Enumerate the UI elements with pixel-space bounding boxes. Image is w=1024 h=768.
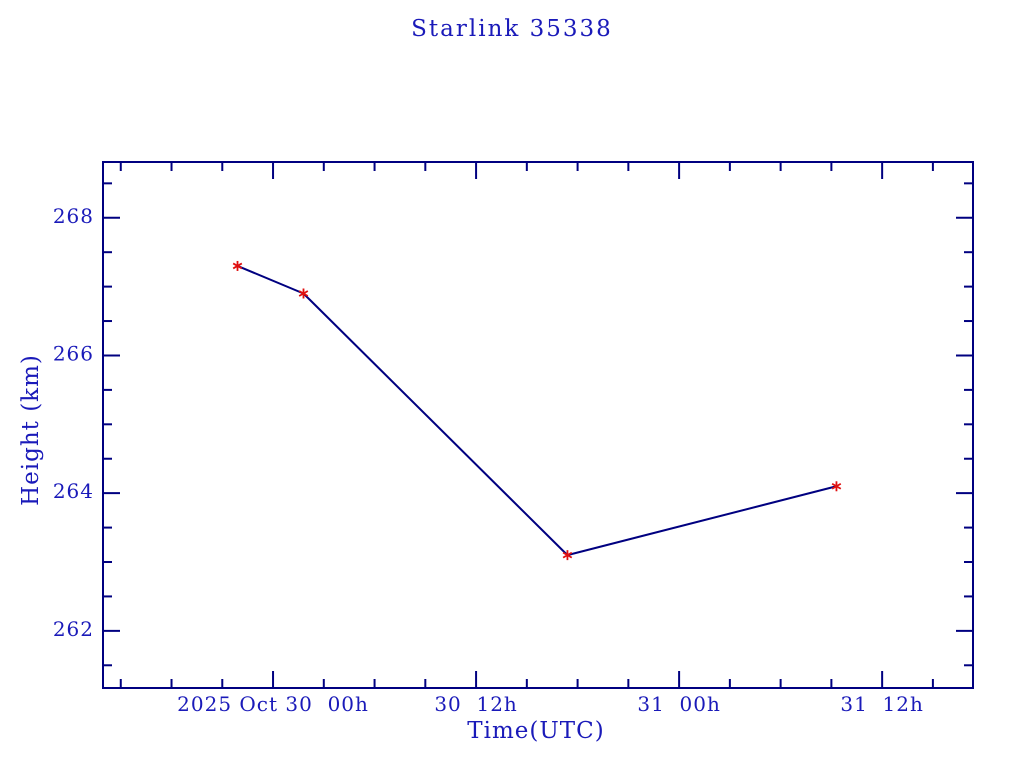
x-tick-label: 30 12h xyxy=(434,692,518,716)
y-tick-label: 264 xyxy=(53,479,94,503)
x-tick-label: 31 00h xyxy=(637,692,721,716)
y-tick-label: 266 xyxy=(53,341,94,365)
marker-stroke xyxy=(831,482,842,490)
chart-title: Starlink 35338 xyxy=(411,16,613,42)
data-point-marker xyxy=(232,260,243,271)
data-point-marker xyxy=(298,288,309,299)
marker-stroke xyxy=(232,262,243,270)
y-tick-label: 262 xyxy=(53,617,94,641)
marker-stroke xyxy=(298,290,309,297)
data-line xyxy=(237,265,837,557)
y-tick-label: 268 xyxy=(53,204,94,228)
x-tick-label: 2025 Oct 30 00h xyxy=(177,692,369,716)
x-tick-label: 31 12h xyxy=(840,692,924,716)
plot-frame xyxy=(102,161,974,689)
data-point-marker xyxy=(562,550,573,561)
data-point-marker xyxy=(831,481,842,492)
x-axis-title: Time(UTC) xyxy=(467,718,605,744)
marker-stroke xyxy=(562,551,573,559)
